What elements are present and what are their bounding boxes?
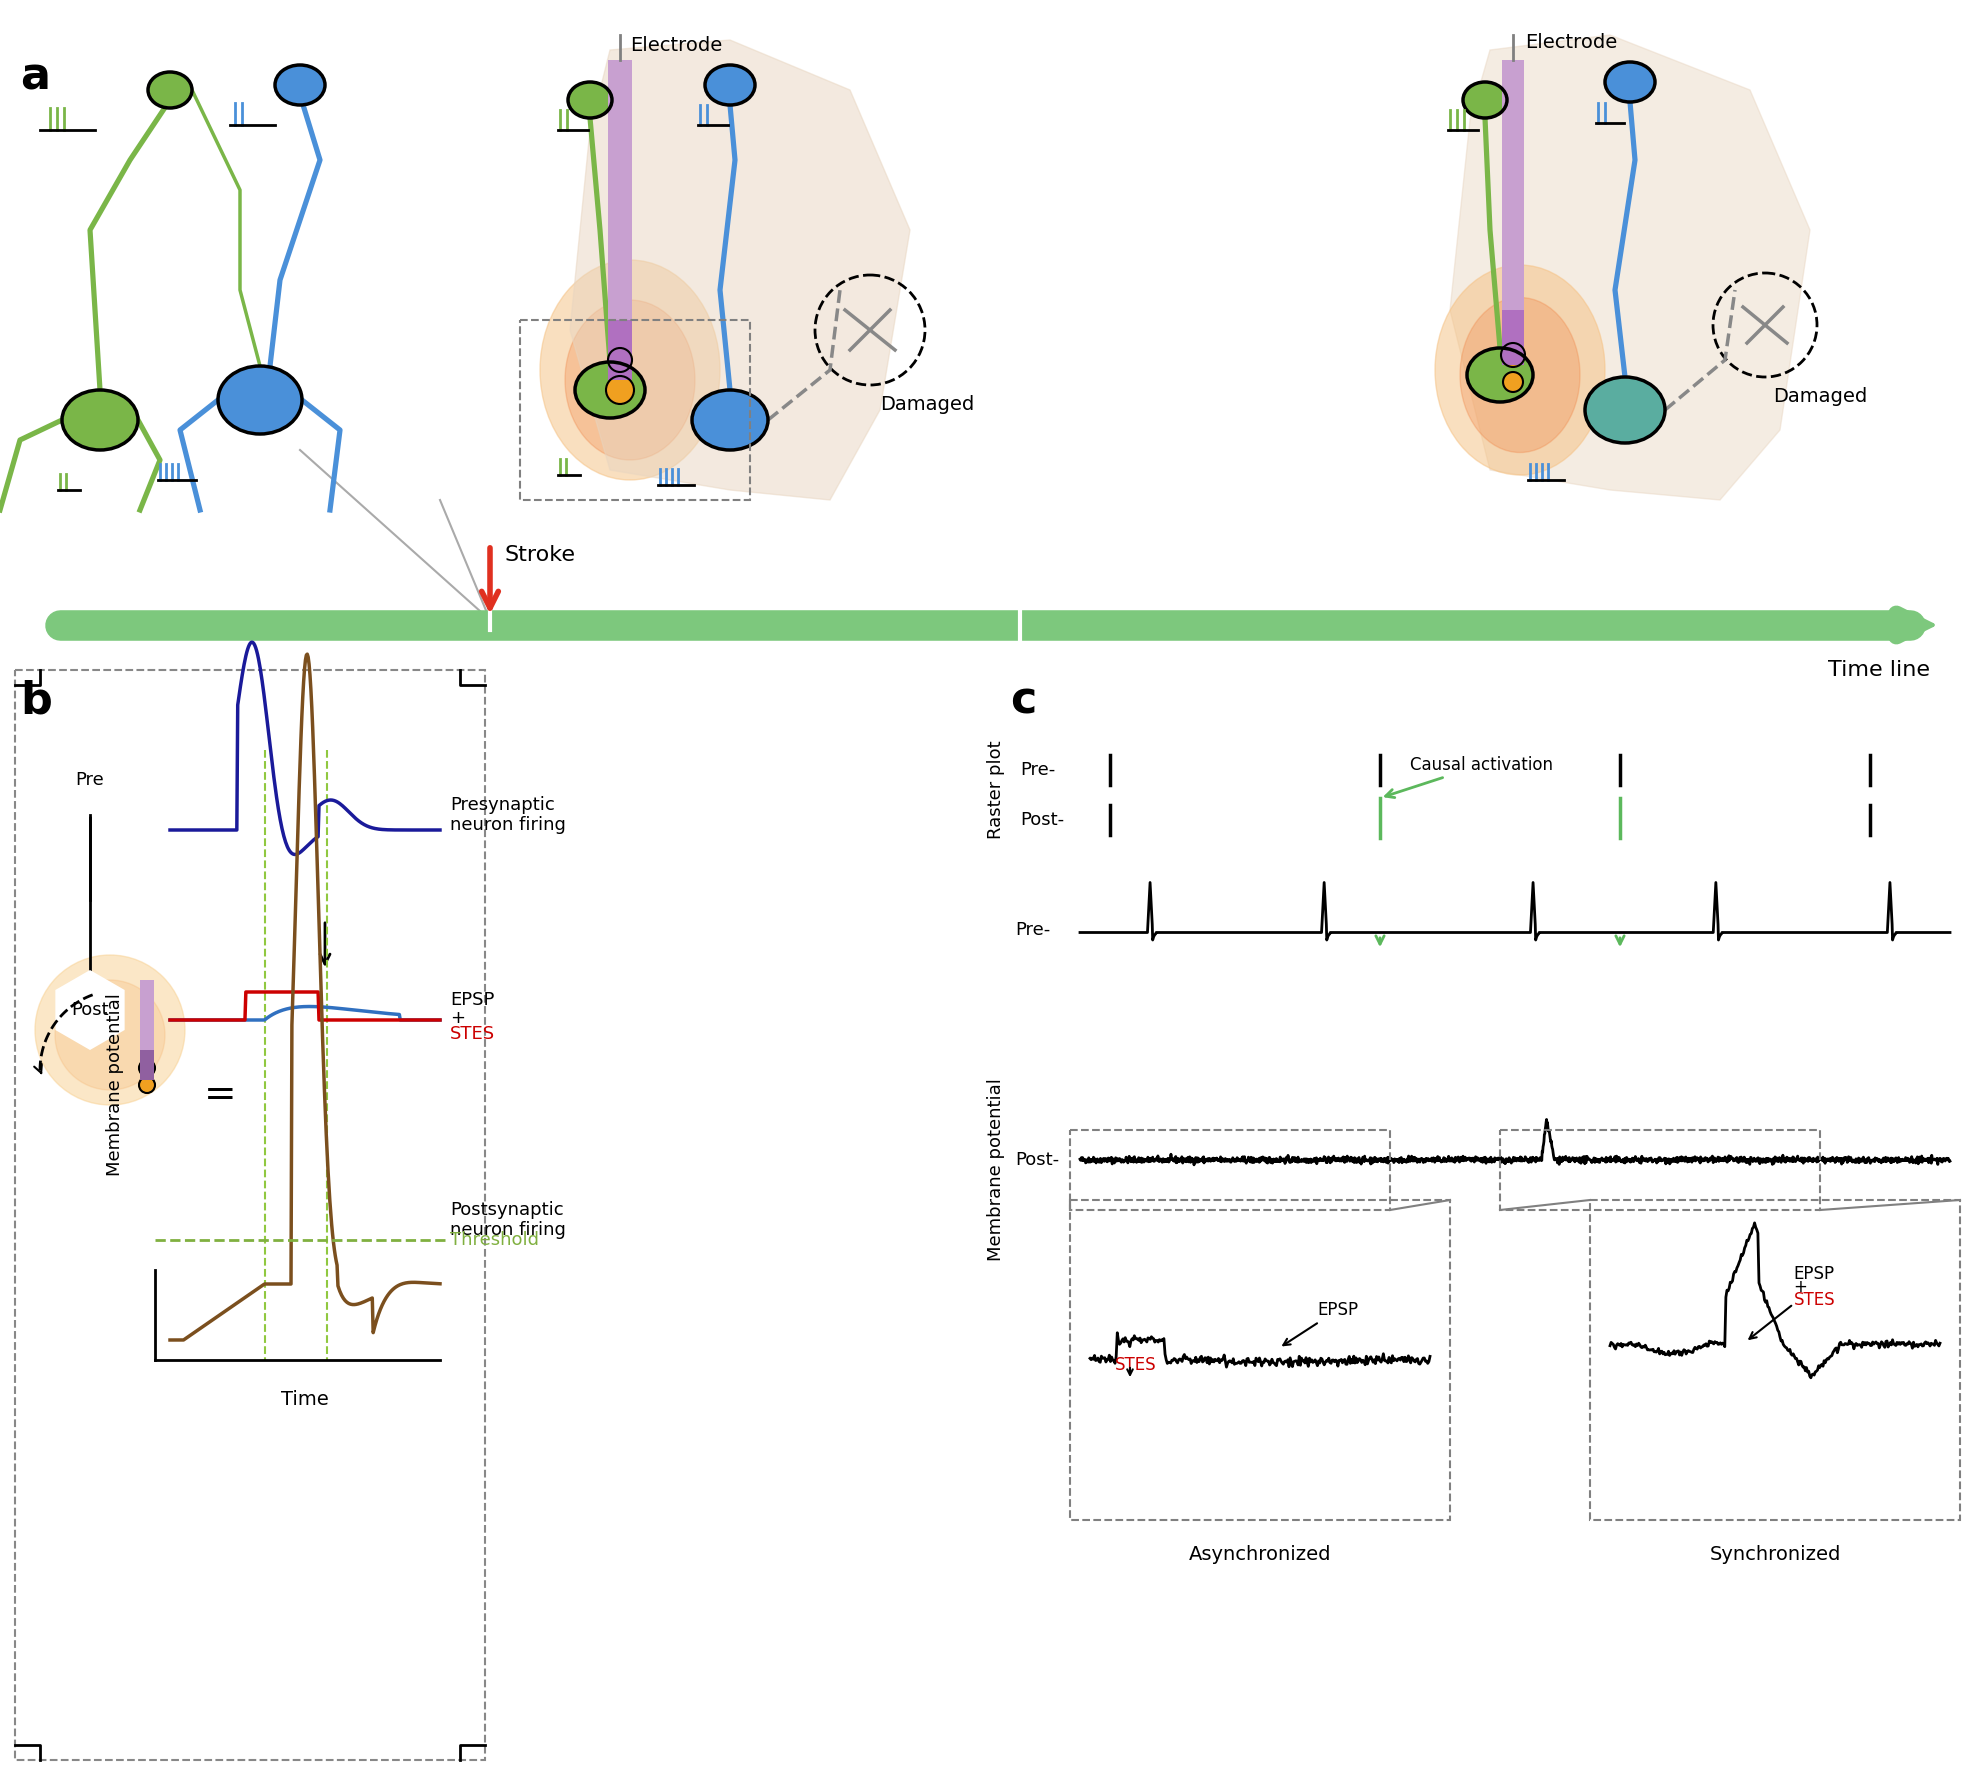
Text: c: c: [1009, 680, 1037, 723]
Text: +: +: [1792, 1279, 1806, 1297]
Bar: [1070, 1131, 1389, 1209]
Polygon shape: [57, 972, 123, 1048]
Text: Postsynaptic
neuron firing: Postsynaptic neuron firing: [450, 1200, 565, 1239]
Text: Pre-: Pre-: [1015, 922, 1050, 939]
Text: Raster plot: Raster plot: [987, 741, 1005, 839]
Polygon shape: [1449, 36, 1810, 500]
Bar: [141, 981, 155, 1061]
Text: +: +: [450, 1009, 464, 1027]
Text: Electrode: Electrode: [1524, 32, 1617, 52]
Circle shape: [1502, 371, 1522, 391]
Ellipse shape: [706, 64, 755, 105]
Ellipse shape: [1463, 82, 1506, 118]
Ellipse shape: [692, 389, 767, 450]
Bar: [1500, 311, 1524, 364]
Ellipse shape: [539, 261, 719, 480]
Ellipse shape: [149, 71, 192, 107]
Bar: [1070, 1200, 1449, 1520]
Ellipse shape: [61, 389, 139, 450]
Circle shape: [55, 745, 125, 814]
Circle shape: [608, 348, 632, 371]
Text: Post-: Post-: [1019, 811, 1064, 829]
Bar: [519, 320, 749, 500]
Bar: [141, 1050, 155, 1081]
Text: Time: Time: [281, 1390, 329, 1409]
Text: EPSP: EPSP: [1792, 1264, 1833, 1282]
Text: Asynchronized: Asynchronized: [1187, 1545, 1330, 1565]
Circle shape: [36, 956, 184, 1106]
Text: Time line: Time line: [1827, 661, 1928, 680]
Bar: [1498, 1131, 1819, 1209]
Ellipse shape: [1435, 264, 1603, 475]
Polygon shape: [569, 39, 910, 500]
Text: STES: STES: [450, 1025, 496, 1043]
Text: Pre-: Pre-: [1019, 761, 1054, 779]
Circle shape: [139, 1061, 155, 1075]
Ellipse shape: [565, 300, 694, 461]
Circle shape: [1500, 343, 1524, 366]
Text: Pre: Pre: [75, 772, 105, 789]
Text: Damaged: Damaged: [880, 395, 973, 414]
Ellipse shape: [575, 363, 644, 418]
Bar: [608, 61, 632, 339]
Text: EPSP: EPSP: [1282, 1300, 1358, 1345]
Ellipse shape: [567, 82, 612, 118]
Text: EPSP: EPSP: [450, 991, 494, 1009]
Text: Post: Post: [71, 1000, 109, 1020]
Text: Synchronized: Synchronized: [1708, 1545, 1839, 1565]
Circle shape: [606, 377, 634, 404]
Bar: [608, 320, 632, 380]
Ellipse shape: [275, 64, 325, 105]
Text: Presynaptic
neuron firing: Presynaptic neuron firing: [450, 795, 565, 834]
Text: Damaged: Damaged: [1772, 388, 1867, 405]
Bar: [1500, 61, 1524, 330]
Text: Membrane potential: Membrane potential: [987, 1079, 1005, 1261]
Bar: [16, 670, 486, 1759]
Text: Stroke: Stroke: [505, 545, 575, 564]
Ellipse shape: [1584, 377, 1665, 443]
Text: Causal activation: Causal activation: [1385, 755, 1552, 798]
Ellipse shape: [1459, 298, 1580, 452]
Ellipse shape: [218, 366, 301, 434]
Text: =: =: [204, 1075, 236, 1114]
Ellipse shape: [1603, 63, 1655, 102]
Text: b: b: [20, 680, 52, 723]
Circle shape: [55, 981, 165, 1089]
Ellipse shape: [1467, 348, 1532, 402]
Text: STES: STES: [1114, 1356, 1156, 1373]
Text: a: a: [20, 55, 50, 98]
Text: Threshold: Threshold: [450, 1231, 539, 1248]
Bar: [1590, 1200, 1958, 1520]
Text: Membrane potential: Membrane potential: [105, 993, 125, 1177]
Text: Post-: Post-: [1015, 1150, 1058, 1170]
Circle shape: [139, 1077, 155, 1093]
Text: Electrode: Electrode: [630, 36, 721, 55]
Text: STES: STES: [1792, 1291, 1833, 1309]
